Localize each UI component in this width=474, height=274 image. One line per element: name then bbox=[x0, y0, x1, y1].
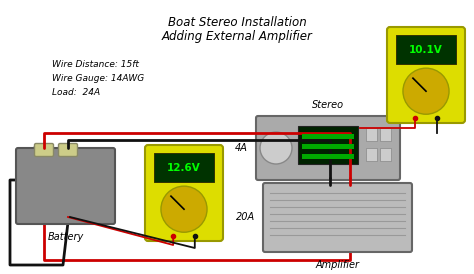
Text: Boat Stereo Installation: Boat Stereo Installation bbox=[168, 16, 306, 29]
Circle shape bbox=[403, 68, 449, 114]
Text: Stereo: Stereo bbox=[312, 100, 344, 110]
Bar bbox=[154, 153, 214, 182]
Bar bbox=[380, 128, 391, 141]
Text: Wire Distance: 15ft
Wire Gauge: 14AWG
Load:  24A: Wire Distance: 15ft Wire Gauge: 14AWG Lo… bbox=[52, 60, 144, 97]
Text: 20A: 20A bbox=[236, 213, 255, 222]
FancyBboxPatch shape bbox=[145, 145, 223, 241]
FancyBboxPatch shape bbox=[263, 183, 412, 252]
FancyBboxPatch shape bbox=[16, 148, 115, 224]
Bar bbox=[366, 128, 377, 141]
Circle shape bbox=[161, 186, 207, 232]
FancyBboxPatch shape bbox=[35, 144, 54, 156]
Bar bbox=[298, 126, 358, 164]
Text: Battery: Battery bbox=[47, 232, 83, 242]
FancyBboxPatch shape bbox=[387, 27, 465, 123]
FancyBboxPatch shape bbox=[256, 116, 400, 180]
Text: Amplifier: Amplifier bbox=[316, 260, 359, 270]
Circle shape bbox=[260, 132, 292, 164]
Text: 10.1V: 10.1V bbox=[409, 45, 443, 55]
Bar bbox=[396, 35, 456, 64]
FancyBboxPatch shape bbox=[58, 144, 78, 156]
Bar bbox=[380, 148, 391, 161]
Bar bbox=[302, 144, 354, 149]
Text: 4A: 4A bbox=[235, 143, 248, 153]
Text: Adding External Amplifier: Adding External Amplifier bbox=[162, 30, 312, 43]
Bar bbox=[302, 154, 354, 159]
Text: 12.6V: 12.6V bbox=[167, 163, 201, 173]
Bar bbox=[366, 148, 377, 161]
Bar bbox=[302, 134, 354, 139]
